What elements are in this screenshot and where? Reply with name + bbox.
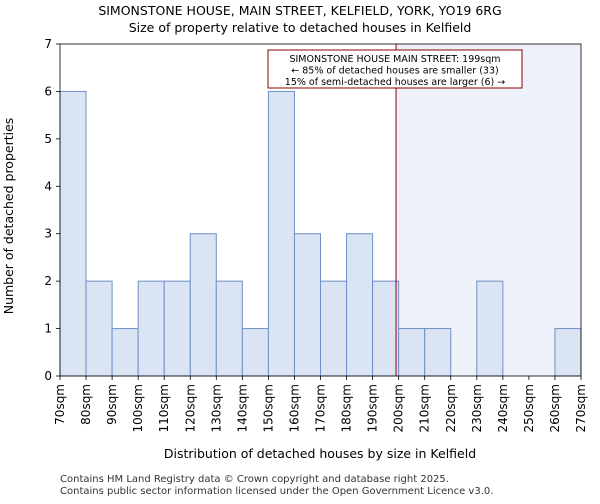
x-tick-label: 170sqm	[314, 384, 328, 432]
y-tick-label: 4	[44, 179, 52, 193]
histogram-bar	[424, 328, 452, 377]
histogram-bar	[59, 90, 87, 377]
x-tick-label: 270sqm	[574, 384, 588, 432]
x-tick-label: 70sqm	[53, 384, 67, 425]
y-tick-label: 0	[44, 369, 52, 383]
x-tick-label: 100sqm	[131, 384, 145, 432]
x-tick-label: 200sqm	[392, 384, 406, 432]
annotation-line: 15% of semi-detached houses are larger (…	[285, 77, 505, 88]
footer-line-2: Contains public sector information licen…	[60, 486, 493, 497]
histogram-bar	[215, 280, 243, 377]
chart-title: SIMONSTONE HOUSE, MAIN STREET, KELFIELD,…	[98, 3, 501, 18]
y-tick-label: 5	[44, 132, 52, 146]
y-tick-label: 3	[44, 227, 52, 241]
y-tick-label: 2	[44, 274, 52, 288]
x-tick-label: 130sqm	[209, 384, 223, 432]
footer-line-1: Contains HM Land Registry data © Crown c…	[60, 474, 449, 485]
x-tick-label: 210sqm	[418, 384, 432, 432]
histogram-bar	[346, 233, 374, 377]
annotation-box	[267, 49, 523, 89]
x-tick-label: 90sqm	[105, 384, 119, 425]
histogram-bar	[372, 280, 400, 377]
annotation-line: SIMONSTONE HOUSE MAIN STREET: 199sqm	[289, 54, 500, 65]
histogram-bar	[137, 280, 165, 377]
y-axis-label: Number of detached properties	[1, 118, 16, 315]
x-tick-label: 250sqm	[522, 384, 536, 432]
annotation-line: ← 85% of detached houses are smaller (33…	[291, 66, 498, 77]
x-tick-label: 180sqm	[340, 384, 354, 432]
histogram-bar	[476, 280, 504, 377]
histogram-bar	[293, 233, 322, 377]
y-tick-label: 7	[44, 37, 52, 51]
x-tick-label: 190sqm	[366, 384, 380, 432]
x-tick-label: 120sqm	[183, 384, 197, 432]
x-tick-label: 150sqm	[261, 384, 275, 432]
histogram-bar	[398, 328, 426, 377]
x-tick-label: 220sqm	[444, 384, 458, 432]
x-tick-label: 80sqm	[79, 384, 93, 425]
histogram-bar	[320, 280, 348, 377]
histogram-bar	[189, 233, 217, 377]
x-tick-label: 230sqm	[470, 384, 484, 432]
y-tick-label: 6	[44, 84, 52, 98]
x-tick-label: 110sqm	[157, 384, 171, 432]
histogram-bar	[85, 280, 113, 377]
histogram-bar	[111, 328, 139, 377]
y-tick-label: 1	[44, 322, 52, 336]
chart-subtitle: Size of property relative to detached ho…	[129, 20, 472, 35]
x-axis-label: Distribution of detached houses by size …	[164, 446, 476, 461]
histogram-bar	[267, 90, 295, 377]
x-tick-label: 140sqm	[235, 384, 249, 432]
x-tick-label: 260sqm	[548, 384, 562, 432]
x-tick-label: 160sqm	[287, 384, 301, 432]
histogram-bar	[241, 328, 269, 377]
histogram-bar	[163, 280, 191, 377]
histogram-bar	[554, 328, 582, 377]
x-tick-label: 240sqm	[496, 384, 510, 432]
